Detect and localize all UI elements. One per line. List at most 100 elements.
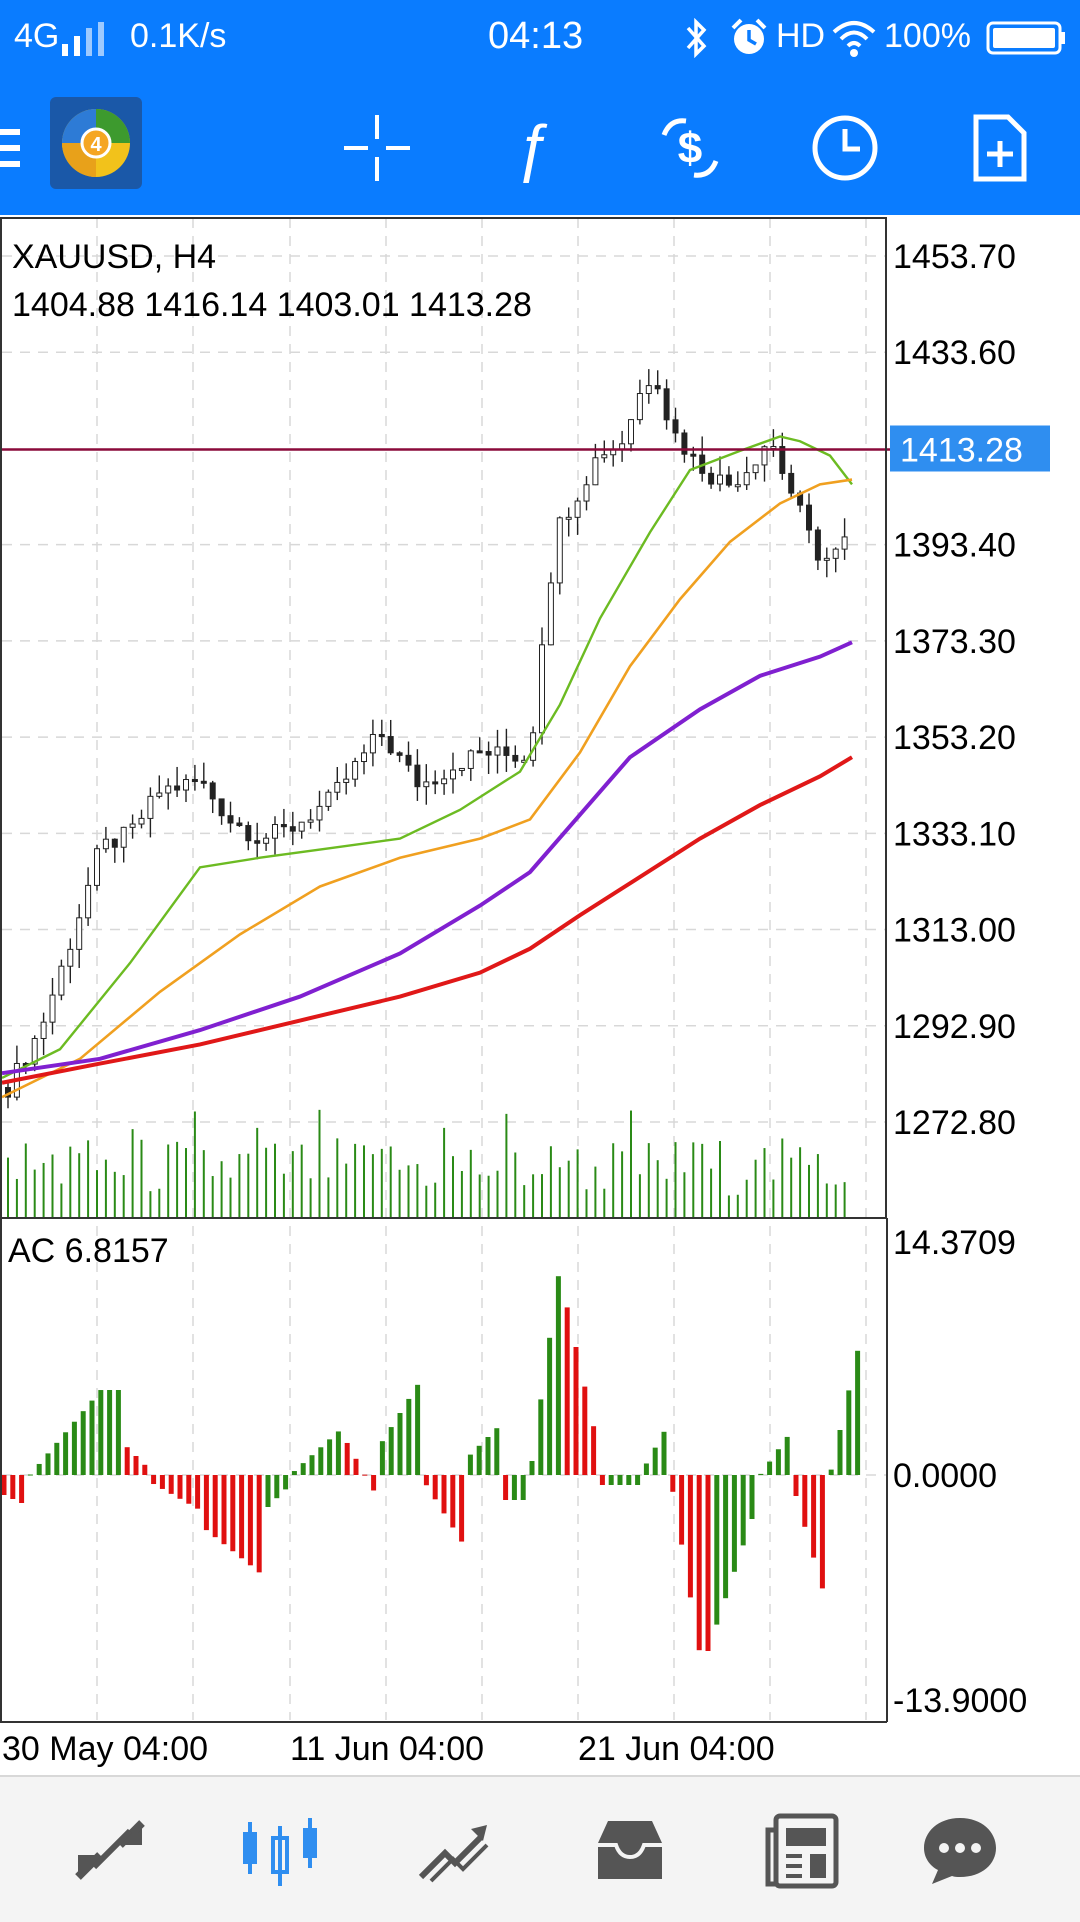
hd-indicator: HD <box>776 17 826 55</box>
candle-body <box>361 752 367 763</box>
candle-body <box>512 754 519 762</box>
ac-bar <box>538 1399 544 1475</box>
ac-bar <box>151 1475 157 1485</box>
nav-history[interactable] <box>580 1805 680 1895</box>
ac-bar <box>283 1475 289 1490</box>
messages-icon <box>924 1818 996 1884</box>
candle-body <box>806 504 812 531</box>
crosshair-icon <box>344 115 410 181</box>
ac-bar <box>256 1475 262 1573</box>
nav-messages[interactable] <box>910 1805 1010 1895</box>
candle-body <box>467 750 474 769</box>
candle-body <box>102 838 109 850</box>
ac-bar <box>819 1475 825 1589</box>
candle-body <box>272 824 278 839</box>
candle-body <box>503 746 510 756</box>
ac-bar <box>520 1475 526 1500</box>
candle-body <box>708 472 715 485</box>
ac-bar <box>203 1475 209 1531</box>
ac-bar <box>221 1475 227 1545</box>
price-tick-label: 1292.90 <box>893 1008 1016 1046</box>
ac-bar <box>582 1386 588 1475</box>
ma-orange-line <box>1 478 853 1099</box>
ac-bar <box>177 1475 183 1499</box>
ac-bar <box>107 1390 113 1475</box>
ac-bar <box>89 1400 95 1475</box>
trade-icon <box>418 1825 489 1883</box>
ac-bar <box>10 1475 16 1499</box>
ac-bar <box>511 1475 517 1500</box>
platform-logo-button[interactable]: 4 <box>50 97 142 189</box>
candle-body <box>147 795 154 819</box>
candle-body <box>76 917 83 950</box>
ac-bar <box>115 1390 121 1475</box>
candle-body <box>245 825 252 842</box>
ac-bar <box>54 1442 60 1475</box>
candle-body <box>636 393 643 421</box>
candle-body <box>663 388 670 421</box>
candle-body <box>254 840 261 844</box>
ac-bar <box>529 1461 535 1475</box>
ma-green-line <box>1 435 853 1080</box>
current-price-tag <box>890 425 1050 472</box>
candle-body <box>352 761 359 780</box>
candle-body <box>405 754 412 766</box>
time-axis-label: 21 Jun 04:00 <box>578 1730 775 1768</box>
ac-bar <box>837 1430 843 1475</box>
nav-quotes[interactable] <box>60 1805 160 1895</box>
ac-bar <box>459 1475 465 1542</box>
menu-icon <box>0 129 20 167</box>
ac-bar <box>362 1474 368 1476</box>
ac-bar <box>388 1427 394 1475</box>
ac-bar <box>687 1475 693 1598</box>
nav-chart[interactable] <box>230 1805 330 1895</box>
nav-trade[interactable] <box>405 1805 505 1895</box>
candle-body <box>432 781 439 785</box>
candle-body <box>485 751 492 756</box>
candle-body <box>174 785 181 791</box>
alarm-icon <box>731 18 767 54</box>
candle-body <box>645 385 652 395</box>
price-chart[interactable]: 1453.70 1433.60 1393.40 1373.30 1353.20 1333.… <box>0 215 1080 1775</box>
chart-area[interactable]: 1453.70 1433.60 1393.40 1373.30 1353.20 1333.… <box>0 215 1080 1775</box>
price-tick-label: 1453.70 <box>893 238 1016 276</box>
ac-bar <box>547 1337 553 1475</box>
candle-body <box>129 823 136 828</box>
candle-body <box>788 472 795 494</box>
ac-bar <box>98 1390 104 1475</box>
ohlc-readout: 1404.88 1416.14 1403.01 1413.28 <box>12 286 532 324</box>
ac-bar <box>36 1463 42 1475</box>
candle-body <box>565 516 572 520</box>
candle-body <box>672 419 679 434</box>
ac-bar <box>415 1384 421 1475</box>
ac-bar <box>775 1449 781 1475</box>
ac-bar <box>441 1475 447 1514</box>
candle-body <box>165 785 172 794</box>
ac-bar <box>124 1447 130 1475</box>
ac-bar <box>274 1475 280 1499</box>
ac-bar <box>494 1428 500 1475</box>
candle-body <box>592 457 599 486</box>
ac-bar <box>696 1475 702 1651</box>
symbol-button[interactable]: $ <box>645 103 735 193</box>
nav-news[interactable] <box>752 1805 852 1895</box>
symbol-icon: $ <box>661 118 719 178</box>
menu-button[interactable] <box>0 103 40 193</box>
ma-red-line <box>1 755 854 1085</box>
crosshair-button[interactable] <box>332 103 422 193</box>
ac-bar <box>503 1475 509 1500</box>
ac-bar <box>379 1441 385 1475</box>
ac-bar <box>476 1445 482 1475</box>
candle-body <box>761 446 768 466</box>
history-icon <box>598 1821 662 1879</box>
ac-bar <box>828 1469 834 1475</box>
ac-bar <box>63 1432 69 1475</box>
candle-body <box>58 965 65 996</box>
indicator-label: AC 6.8157 <box>8 1232 169 1270</box>
time-axis-label: 11 Jun 04:00 <box>290 1730 484 1768</box>
candle-body <box>396 752 403 756</box>
indicators-button[interactable]: ƒ <box>487 103 577 193</box>
new-order-button[interactable] <box>955 103 1045 193</box>
timeframe-button[interactable] <box>800 103 890 193</box>
candle-body <box>654 385 661 390</box>
